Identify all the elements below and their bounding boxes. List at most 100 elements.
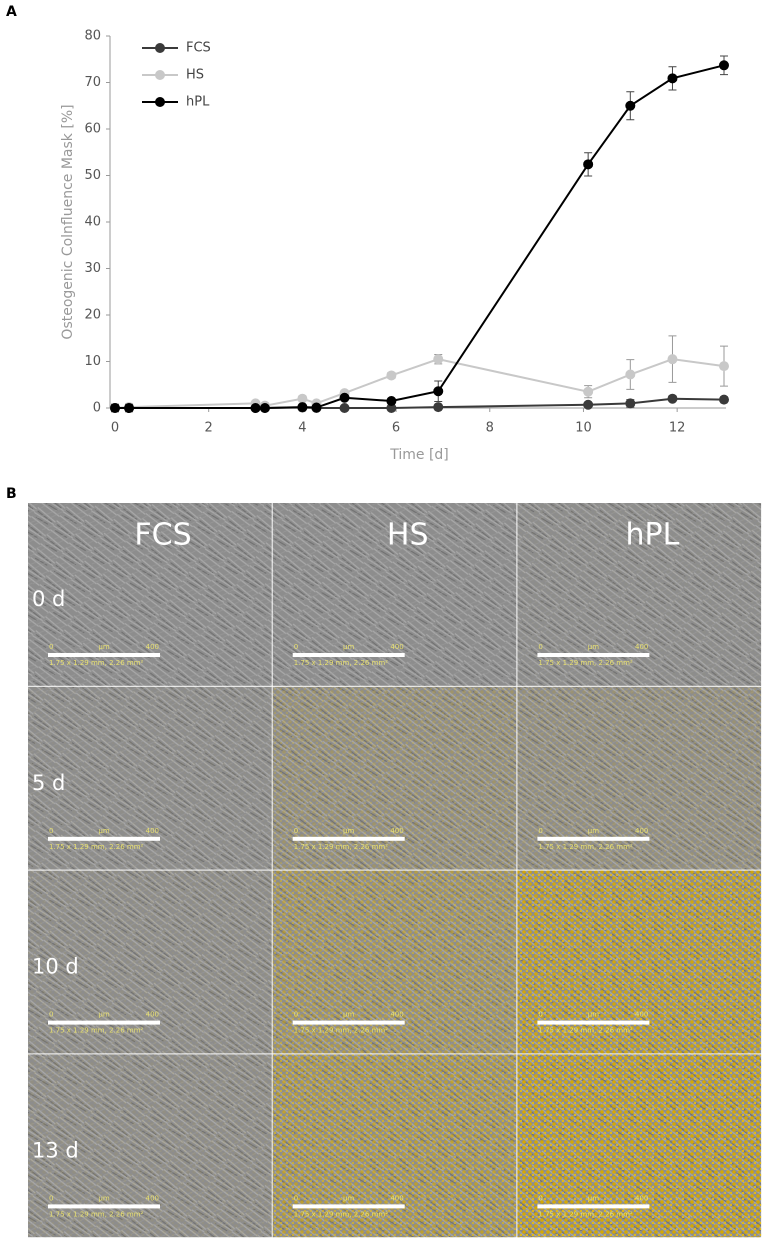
scale-bar-start: 0 [538, 1194, 542, 1202]
scale-bar-end: 400 [390, 827, 403, 835]
data-point [667, 73, 678, 84]
scale-bar [537, 1020, 650, 1025]
data-point [667, 393, 678, 404]
scale-bar-start: 0 [538, 827, 542, 835]
scale-bar-end: 400 [146, 643, 159, 651]
field-size: 1.75 x 1.29 mm, 2.26 mm² [294, 1027, 389, 1035]
scale-bar [292, 1204, 405, 1209]
data-point [625, 398, 636, 409]
data-point [667, 354, 678, 365]
scale-bar-unit: μm [343, 1194, 354, 1202]
x-tick-label: 4 [298, 421, 306, 436]
y-tick-label: 0 [93, 401, 101, 416]
scale-bar-unit: μm [343, 827, 354, 835]
legend-marker [155, 43, 165, 53]
scale-bar-end: 400 [635, 1011, 648, 1019]
x-tick-label: 2 [205, 421, 213, 436]
data-point [719, 60, 729, 71]
scale-bar [292, 653, 405, 657]
scale-bar [48, 1020, 160, 1025]
scale-bar [292, 1020, 405, 1025]
scale-bar [537, 653, 650, 657]
data-point [433, 386, 444, 397]
row-label: 13 d [32, 1138, 79, 1162]
scale-bar-end: 400 [390, 1011, 403, 1019]
legend-marker [155, 70, 165, 80]
scale-bar-unit: μm [343, 643, 354, 651]
x-tick-label: 0 [111, 421, 119, 436]
data-point [433, 354, 444, 365]
data-point [386, 396, 397, 407]
scale-bar-start: 0 [49, 1194, 53, 1202]
legend-marker [155, 97, 165, 107]
data-point [297, 393, 308, 404]
field-size: 1.75 x 1.29 mm, 2.26 mm² [49, 843, 144, 851]
x-tick-label: 10 [575, 421, 592, 436]
scale-bar [48, 653, 160, 657]
scale-bar-start: 0 [294, 643, 298, 651]
x-axis-title: Time [d] [389, 447, 449, 463]
scale-bar-end: 400 [146, 1194, 159, 1202]
scale-bar-start: 0 [49, 1011, 53, 1019]
scale-bar [537, 836, 650, 841]
y-tick-label: 10 [84, 354, 101, 369]
scale-bar [48, 836, 160, 841]
scale-bar-end: 400 [635, 1194, 648, 1202]
y-tick-label: 50 [84, 168, 101, 183]
scale-bar-unit: μm [343, 1011, 354, 1019]
x-tick-label: 6 [392, 421, 400, 436]
row-label: 10 d [32, 955, 79, 979]
scale-bar-start: 0 [538, 1011, 542, 1019]
legend-label: HS [186, 68, 204, 83]
scale-bar [537, 1204, 650, 1209]
data-point [386, 403, 397, 413]
row-label: 5 d [32, 771, 65, 795]
column-header: FCS [134, 518, 191, 553]
data-point [339, 403, 350, 413]
scale-bar-end: 400 [390, 643, 403, 651]
y-tick-label: 20 [84, 308, 101, 323]
data-point [583, 386, 594, 397]
scale-bar [48, 1204, 160, 1209]
scale-bar-unit: μm [588, 1011, 599, 1019]
field-size: 1.75 x 1.29 mm, 2.26 mm² [538, 843, 633, 851]
data-point [259, 403, 270, 413]
y-tick-label: 60 [84, 122, 101, 137]
data-point [583, 159, 594, 170]
x-tick-label: 8 [486, 421, 494, 436]
data-point [625, 369, 636, 380]
field-size: 1.75 x 1.29 mm, 2.26 mm² [294, 843, 389, 851]
data-point [311, 402, 322, 413]
line-chart: 0 10 20 30 40 50 60 70 80 0 2 4 6 8 10 12 Time [d] Osteog… [60, 29, 729, 463]
y-tick-label: 70 [84, 75, 101, 90]
column-header: HS [387, 518, 429, 553]
data-point [625, 100, 636, 111]
row-label: 0 d [32, 587, 65, 611]
data-point [719, 394, 729, 405]
scale-bar-unit: μm [98, 643, 109, 651]
scale-bar-start: 0 [294, 1011, 298, 1019]
scale-bar-start: 0 [49, 643, 53, 651]
y-tick-label: 30 [84, 261, 101, 276]
y-axis-title: Osteogenic Colnfluence Mask [%] [60, 104, 76, 339]
data-point [433, 402, 444, 413]
data-point [297, 402, 308, 413]
panel-label: A [6, 4, 17, 20]
scale-bar [292, 836, 405, 841]
y-tick-label: 40 [84, 215, 101, 230]
data-point [719, 361, 729, 372]
field-size: 1.75 x 1.29 mm, 2.26 mm² [538, 1027, 633, 1035]
scale-bar-start: 0 [294, 827, 298, 835]
field-size: 1.75 x 1.29 mm, 2.26 mm² [49, 659, 144, 667]
data-point [250, 403, 261, 413]
scale-bar-unit: μm [98, 827, 109, 835]
scale-bar-unit: μm [98, 1194, 109, 1202]
scale-bar-unit: μm [588, 827, 599, 835]
y-tick-label: 80 [84, 29, 101, 44]
data-point [583, 399, 594, 410]
legend-label: FCS [186, 41, 211, 56]
field-size: 1.75 x 1.29 mm, 2.26 mm² [294, 1210, 389, 1218]
series-line [115, 64, 725, 409]
